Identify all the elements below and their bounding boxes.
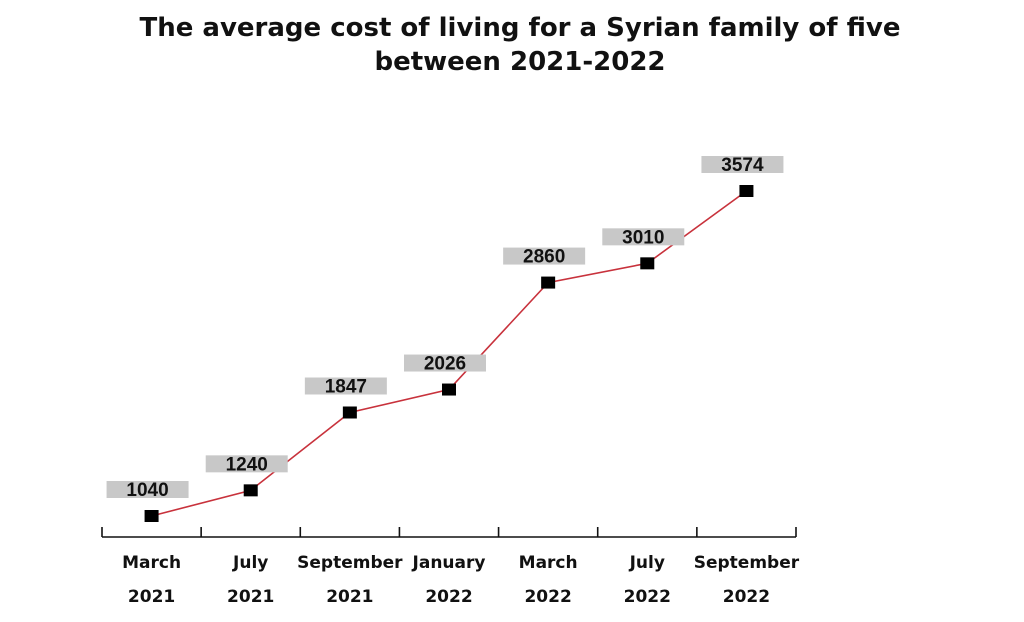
data-label-box <box>602 228 685 246</box>
data-markers <box>144 185 754 522</box>
x-tick-label-month: July <box>629 553 665 573</box>
data-label-box <box>304 377 387 395</box>
data-point-marker <box>442 383 456 396</box>
x-tick-label-month: July <box>232 553 268 573</box>
x-tick-label-month: March <box>122 553 181 573</box>
chart-title-line-2: between 2021-2022 <box>374 47 665 77</box>
data-label-box <box>404 354 486 372</box>
x-tick-label-month: September <box>297 553 403 573</box>
x-tick-label-month: January <box>412 553 486 573</box>
x-tick-label-year: 2021 <box>227 587 274 607</box>
data-label: 3010 <box>622 227 664 248</box>
data-point-marker <box>739 185 754 197</box>
x-tick-label-year: 2022 <box>723 587 770 607</box>
x-tick-label-month: March <box>519 553 578 573</box>
x-tick-label-year: 2022 <box>624 587 671 607</box>
x-tick-label-year: 2022 <box>524 587 571 607</box>
data-label: 3574 <box>721 155 764 176</box>
x-tick-label-month: September <box>694 553 800 573</box>
data-point-marker <box>541 276 556 289</box>
data-labels: 1040 1240 1847 2026 2860 3010 3574 <box>106 155 784 501</box>
chart-title: The average cost of living for a Syrian … <box>139 13 900 77</box>
data-label: 2860 <box>523 247 565 268</box>
x-tick-label-year: 2022 <box>425 587 472 607</box>
data-label: 1040 <box>126 480 168 501</box>
x-tick-label-year: 2021 <box>326 587 373 607</box>
x-tick-label-year: 2021 <box>128 587 175 607</box>
data-label: 1847 <box>325 376 367 397</box>
x-axis <box>101 527 797 538</box>
data-point-marker <box>342 406 357 419</box>
data-label: 1240 <box>226 454 268 475</box>
data-label-box <box>503 247 586 265</box>
data-label-box <box>205 455 288 473</box>
chart-title-line-1: The average cost of living for a Syrian … <box>139 13 900 43</box>
data-label: 2026 <box>424 354 466 375</box>
data-point-marker <box>640 257 655 270</box>
x-tick-labels: March 2021 July 2021 September 2021 January 202… <box>122 553 800 607</box>
data-label-box <box>701 156 784 173</box>
data-label-box <box>106 481 189 498</box>
data-point-marker <box>243 484 258 497</box>
data-point-marker <box>144 510 159 522</box>
